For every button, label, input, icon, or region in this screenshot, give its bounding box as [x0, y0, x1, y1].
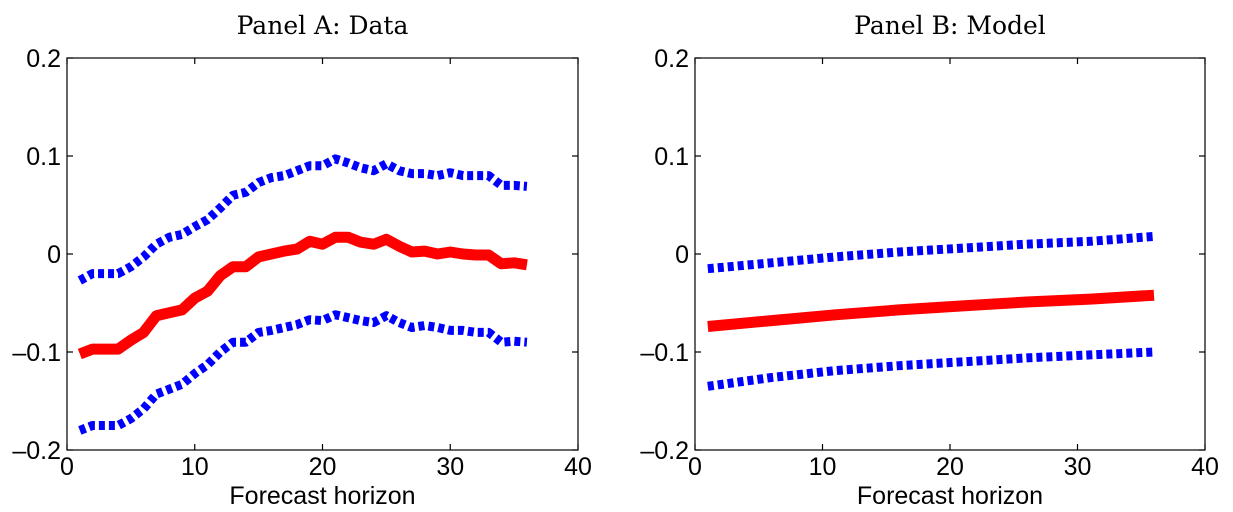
- y-tick-label: –0.1: [12, 339, 61, 367]
- y-tick-label: 0.2: [654, 45, 689, 73]
- y-tick-label: 0.1: [26, 143, 61, 171]
- y-tick-label: –0.1: [640, 339, 689, 367]
- panel-title: Panel B: Model: [854, 11, 1046, 40]
- confidence-band-line-0: [708, 236, 1154, 268]
- x-axis-label: Forecast horizon: [229, 482, 415, 510]
- confidence-band-line-2: [708, 352, 1154, 386]
- y-tick-label: 0: [47, 241, 61, 269]
- y-tick-label: 0.2: [26, 45, 61, 73]
- plot-frame: [695, 58, 1205, 450]
- panel-b: Panel B: Model –0.2 –0.1 0 0.1 0.2 0 10 20 30 40 Fo…: [640, 11, 1219, 510]
- y-tick-label: –0.2: [12, 437, 61, 465]
- x-tick-label: 20: [936, 453, 964, 481]
- y-tick-label: 0.1: [654, 143, 689, 171]
- y-tick-label: 0: [675, 241, 689, 269]
- x-tick-label: 40: [564, 453, 592, 481]
- panel-a: Panel A: Data –0.2 –0.1 0 0.1 0.2 0 10 20 30 40 For…: [12, 11, 592, 510]
- estimate-line-1: [708, 295, 1154, 326]
- x-tick-label: 0: [688, 453, 702, 481]
- y-tick-label: –0.2: [640, 437, 689, 465]
- x-tick-label: 20: [309, 453, 337, 481]
- x-tick-label: 0: [60, 453, 74, 481]
- x-tick-label: 10: [181, 453, 209, 481]
- x-tick-label: 10: [809, 453, 837, 481]
- x-tick-label: 30: [436, 453, 464, 481]
- x-tick-label: 30: [1064, 453, 1092, 481]
- x-tick-label: 40: [1191, 453, 1219, 481]
- panel-title: Panel A: Data: [237, 11, 409, 40]
- confidence-band-line-0: [80, 159, 527, 281]
- x-axis-label: Forecast horizon: [857, 482, 1043, 510]
